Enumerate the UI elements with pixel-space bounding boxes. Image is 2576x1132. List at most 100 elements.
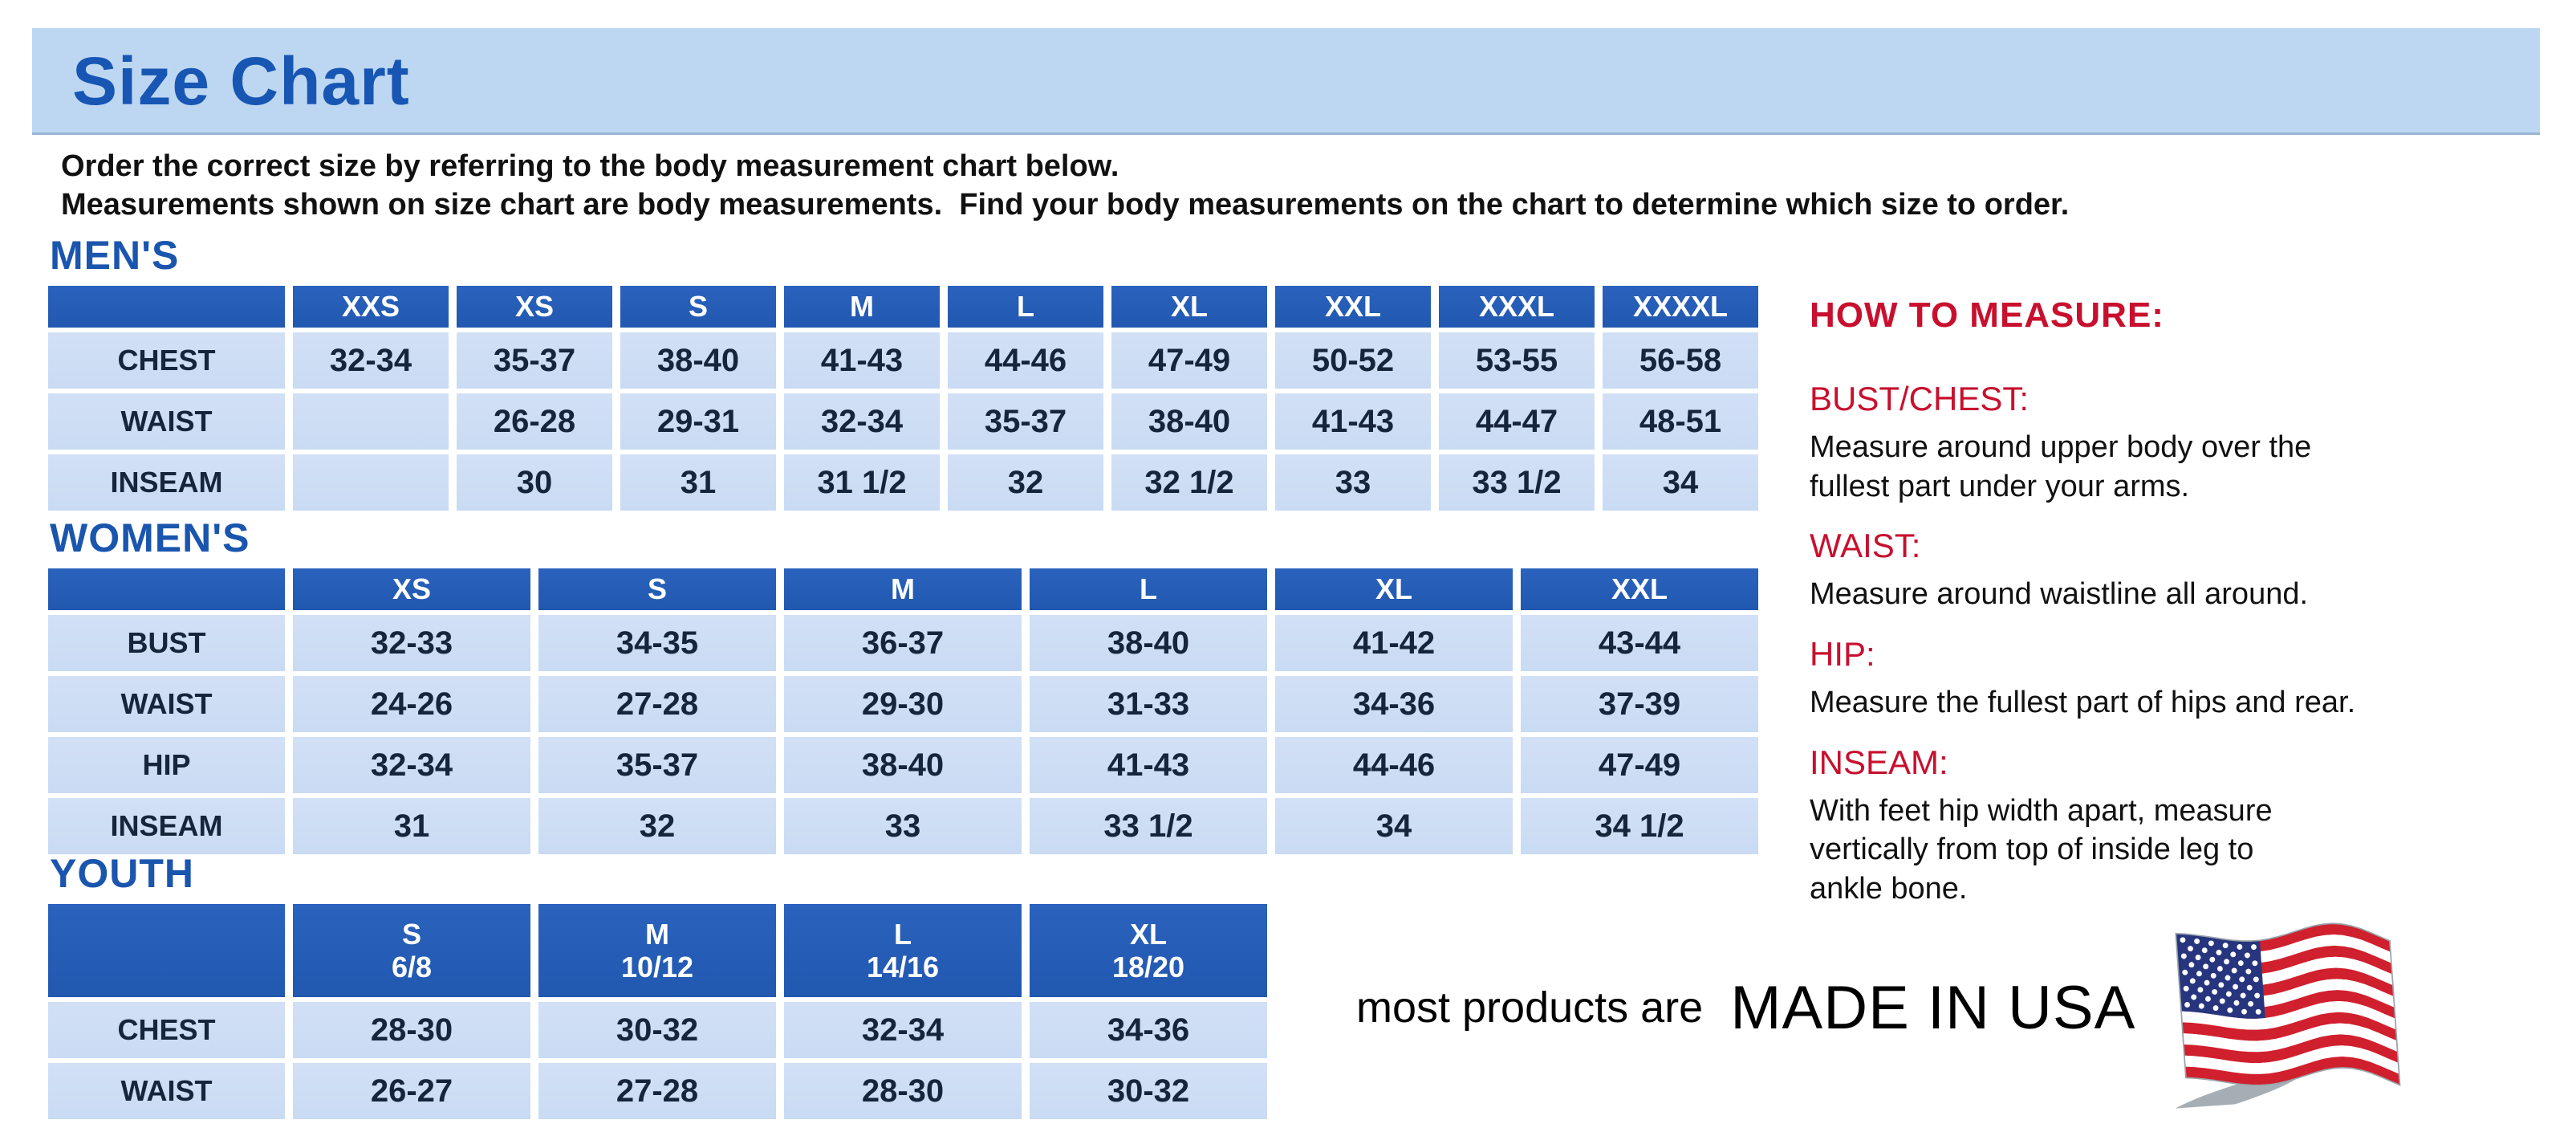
size-column-header: M	[784, 568, 1022, 610]
size-value-cell: 34	[1275, 798, 1513, 854]
measure-term-hip: HIP:	[1810, 634, 1875, 673]
size-value-cell: 33	[784, 798, 1022, 854]
how-to-measure-heading: HOW TO MEASURE:	[1810, 295, 2164, 335]
size-value-cell: 41-43	[1275, 393, 1431, 450]
size-value-cell: 53-55	[1439, 332, 1595, 389]
size-column-header: XS	[293, 568, 530, 610]
size-column-header: XXXXL	[1603, 286, 1758, 328]
made-in-usa: most products are MADE IN USA	[1356, 915, 2544, 1119]
measure-term-inseam: INSEAM:	[1810, 743, 1948, 781]
size-value-cell: 37-39	[1521, 676, 1758, 732]
size-value-cell: 41-43	[1030, 737, 1267, 793]
corner-cell	[48, 286, 285, 328]
size-value-cell: 38-40	[784, 737, 1022, 793]
mens-section: MEN'S XXS XS S M L XL XXL XXXL XXXXL CHEST 32-34 35…	[48, 234, 1758, 511]
usa-flag-icon	[2163, 915, 2403, 1119]
size-value-cell: 30	[457, 454, 612, 511]
size-column-header: XL 18/20	[1030, 904, 1267, 997]
size-value-cell: 33 1/2	[1030, 798, 1267, 854]
size-column-header: L	[1030, 568, 1267, 610]
size-value-cell: 47-49	[1111, 332, 1267, 389]
size-value-cell: 41-43	[784, 332, 940, 389]
size-value-cell: 32-34	[293, 737, 530, 793]
size-column-header: XXL	[1275, 286, 1431, 328]
size-value-cell: 31	[620, 454, 776, 511]
mens-heading: MEN'S	[50, 233, 180, 278]
size-value-cell: 50-52	[1275, 332, 1431, 389]
row-label: INSEAM	[48, 798, 285, 854]
size-value-cell: 38-40	[1111, 393, 1267, 450]
made-in-usa-text: MADE IN USA	[1730, 973, 2136, 1042]
size-value-cell: 38-40	[1030, 615, 1267, 671]
size-value-cell: 31 1/2	[784, 454, 940, 511]
measure-term-waist: WAIST:	[1810, 527, 1921, 565]
size-value-cell: 44-47	[1439, 393, 1595, 450]
size-column-header: S	[538, 568, 776, 610]
intro-line-1: Order the correct size by referring to t…	[61, 149, 1119, 183]
row-label: CHEST	[48, 1002, 285, 1058]
intro-line-2: Measurements shown on size chart are bod…	[61, 188, 2070, 222]
size-value-cell: 38-40	[620, 332, 776, 389]
size-column-header: M	[784, 286, 940, 328]
youth-heading: YOUTH	[50, 851, 194, 896]
size-value-cell: 30-32	[1030, 1063, 1267, 1119]
womens-size-table: XS S M L XL XXL BUST 32-33 34-35 36-37 38-40 41-42 4…	[48, 568, 1758, 854]
size-value-cell: 28-30	[784, 1063, 1022, 1119]
how-to-measure-section: HOW TO MEASURE: BUST/CHEST: Measure arou…	[1810, 295, 2572, 908]
size-column-header: S	[620, 286, 776, 328]
size-value-cell: 24-26	[293, 676, 530, 732]
size-column-header: XL	[1111, 286, 1267, 328]
row-label: INSEAM	[48, 454, 285, 511]
size-column-header: XL	[1275, 568, 1513, 610]
size-value-cell: 26-28	[457, 393, 612, 450]
size-value-cell: 34-36	[1030, 1002, 1267, 1058]
size-value-cell: 29-31	[620, 393, 776, 450]
size-value-cell: 32	[948, 454, 1103, 511]
size-value-cell: 34 1/2	[1521, 798, 1758, 854]
made-in-usa-prefix: most products are	[1356, 983, 1704, 1032]
page-title: Size Chart	[72, 43, 410, 119]
measure-desc-inseam: With feet hip width apart, measure verti…	[1810, 793, 2273, 906]
row-label: WAIST	[48, 1063, 285, 1119]
size-value-cell: 34	[1603, 454, 1758, 511]
mens-size-table: XXS XS S M L XL XXL XXXL XXXXL CHEST 32-34 35-37 38-…	[48, 286, 1758, 511]
size-value-cell: 56-58	[1603, 332, 1758, 389]
size-value-cell: 32	[538, 798, 776, 854]
size-value-cell: 35-37	[538, 737, 776, 793]
size-value-cell	[293, 454, 449, 511]
size-value-cell: 47-49	[1521, 737, 1758, 793]
size-value-cell: 32-34	[784, 1002, 1022, 1058]
size-value-cell: 27-28	[538, 676, 776, 732]
corner-cell	[48, 904, 285, 997]
size-column-header: XS	[457, 286, 612, 328]
row-label: BUST	[48, 615, 285, 671]
measure-term-bust-chest: BUST/CHEST:	[1810, 380, 2030, 417]
size-value-cell: 31-33	[1030, 676, 1267, 732]
womens-section: WOMEN'S XS S M L XL XXL BUST 32-33 34-35 36-37 38-…	[48, 517, 1758, 854]
size-value-cell: 32-34	[784, 393, 940, 450]
size-value-cell: 29-30	[784, 676, 1022, 732]
size-value-cell: 28-30	[293, 1002, 530, 1058]
size-value-cell: 34-35	[538, 615, 776, 671]
size-value-cell: 35-37	[457, 332, 612, 389]
size-value-cell: 26-27	[293, 1063, 530, 1119]
size-value-cell: 34-36	[1275, 676, 1513, 732]
measure-desc-bust-chest: Measure around upper body over the fulle…	[1810, 430, 2312, 503]
size-value-cell: 27-28	[538, 1063, 776, 1119]
size-column-header: XXS	[293, 286, 449, 328]
youth-size-table: S 6/8 M 10/12 L 14/16 XL 18/20 CHEST 28-30 30-…	[48, 904, 1267, 1119]
row-label: WAIST	[48, 393, 285, 450]
size-value-cell: 35-37	[948, 393, 1103, 450]
measure-desc-waist: Measure around waistline all around.	[1810, 577, 2309, 612]
size-value-cell	[293, 393, 449, 450]
size-column-header: S 6/8	[293, 904, 530, 997]
size-value-cell: 33	[1275, 454, 1431, 511]
row-label: HIP	[48, 737, 285, 793]
size-value-cell: 36-37	[784, 615, 1022, 671]
size-value-cell: 44-46	[948, 332, 1103, 389]
size-value-cell: 33 1/2	[1439, 454, 1595, 511]
size-column-header: XXXL	[1439, 286, 1595, 328]
size-value-cell: 32 1/2	[1111, 454, 1267, 511]
size-value-cell: 30-32	[538, 1002, 776, 1058]
